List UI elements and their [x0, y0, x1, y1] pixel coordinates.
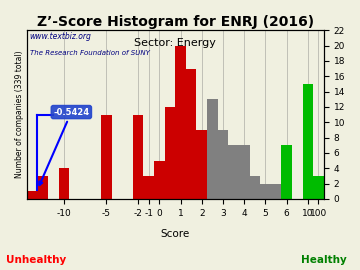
Text: The Research Foundation of SUNY: The Research Foundation of SUNY [30, 50, 150, 56]
Bar [218, 130, 228, 199]
Bar [133, 114, 143, 199]
Bar [302, 84, 313, 199]
Bar [154, 161, 165, 199]
Title: Z’-Score Histogram for ENRJ (2016): Z’-Score Histogram for ENRJ (2016) [37, 15, 314, 29]
Text: -0.5424: -0.5424 [39, 107, 89, 185]
Bar [27, 191, 37, 199]
Text: Unhealthy: Unhealthy [6, 255, 66, 265]
Bar [186, 69, 197, 199]
Bar [271, 184, 282, 199]
Bar [59, 168, 69, 199]
Bar [228, 145, 239, 199]
Y-axis label: Number of companies (339 total): Number of companies (339 total) [15, 51, 24, 178]
Bar [282, 145, 292, 199]
Bar [165, 107, 175, 199]
Text: Healthy: Healthy [301, 255, 347, 265]
Bar [260, 184, 271, 199]
Bar [37, 176, 48, 199]
Bar [197, 130, 207, 199]
Text: www.textbiz.org: www.textbiz.org [30, 32, 92, 41]
Bar [143, 176, 154, 199]
Bar [313, 176, 324, 199]
Bar [101, 114, 112, 199]
Bar [175, 46, 186, 199]
Bar [249, 176, 260, 199]
X-axis label: Score: Score [161, 229, 190, 239]
Bar [239, 145, 249, 199]
Bar [207, 99, 218, 199]
Text: Sector: Energy: Sector: Energy [134, 38, 216, 48]
